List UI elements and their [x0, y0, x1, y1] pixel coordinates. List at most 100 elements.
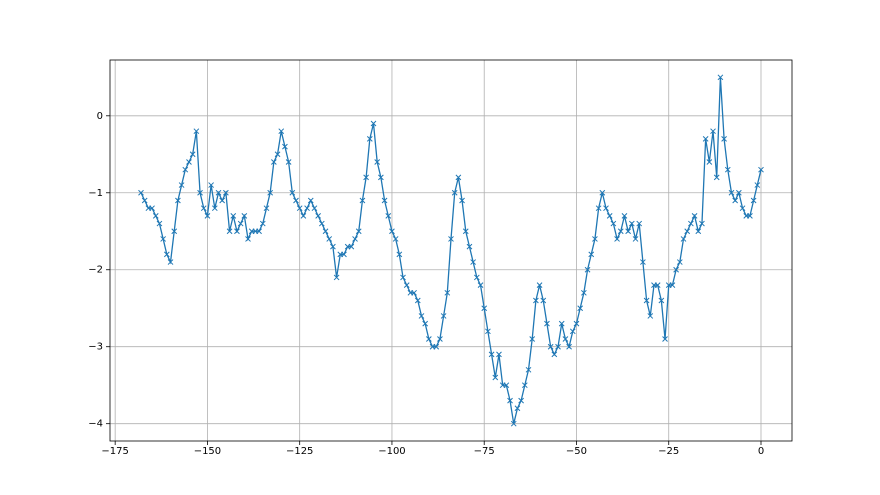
data-marker [389, 228, 395, 235]
data-marker [496, 351, 502, 358]
data-marker [381, 197, 388, 204]
data-marker [163, 251, 170, 258]
y-tick-label: −3 [88, 342, 103, 353]
data-marker [525, 366, 532, 373]
data-marker [710, 128, 716, 135]
data-marker [186, 159, 192, 165]
data-marker [555, 343, 561, 350]
data-marker [330, 243, 336, 250]
data-marker [614, 236, 620, 242]
data-marker [640, 259, 646, 265]
data-marker [632, 236, 639, 242]
x-tick-label: −100 [378, 446, 405, 457]
data-marker [636, 220, 643, 227]
y-tick-label: 0 [97, 111, 103, 122]
data-marker [488, 351, 495, 358]
data-marker [628, 220, 635, 227]
data-marker [459, 197, 465, 204]
data-marker [477, 282, 484, 288]
data-marker [492, 374, 499, 381]
data-marker [451, 189, 458, 196]
data-marker [533, 297, 539, 304]
data-marker [625, 228, 631, 235]
data-marker [691, 213, 698, 219]
data-marker [208, 182, 214, 188]
data-marker [680, 236, 687, 242]
x-tick-label: −150 [194, 446, 221, 457]
data-marker [610, 220, 617, 227]
data-marker [293, 197, 299, 204]
data-marker [374, 159, 381, 165]
data-marker [296, 205, 303, 212]
data-marker [510, 420, 517, 427]
data-marker [414, 297, 421, 304]
data-marker [758, 166, 764, 173]
x-tick-label: −50 [566, 446, 587, 457]
data-marker [684, 228, 691, 235]
data-marker [695, 228, 702, 235]
data-marker [440, 313, 447, 319]
data-marker [141, 197, 148, 204]
data-marker [577, 305, 584, 312]
data-marker [278, 128, 285, 135]
data-marker [366, 136, 373, 142]
data-marker [540, 297, 547, 304]
data-marker [747, 213, 753, 219]
data-marker [713, 174, 720, 181]
data-marker [721, 136, 727, 142]
data-marker [473, 274, 480, 281]
data-marker [569, 328, 576, 335]
data-marker [462, 228, 469, 235]
data-marker [422, 320, 429, 327]
data-marker [167, 259, 174, 265]
data-marker [654, 282, 661, 288]
data-marker [732, 197, 739, 204]
data-marker [289, 189, 296, 196]
data-marker [223, 189, 229, 196]
data-marker [573, 320, 580, 327]
data-marker [455, 174, 462, 181]
data-marker [688, 220, 694, 227]
data-marker [241, 213, 248, 219]
data-marker [418, 313, 425, 319]
data-marker [160, 236, 166, 242]
data-marker [437, 336, 443, 342]
data-marker [341, 251, 347, 258]
data-marker [282, 143, 288, 150]
data-marker [724, 166, 731, 173]
data-marker [592, 236, 598, 242]
data-marker [370, 120, 377, 127]
data-marker [470, 259, 476, 265]
data-marker [518, 397, 524, 404]
data-marker [315, 213, 321, 219]
data-marker [503, 382, 510, 389]
data-marker [595, 205, 602, 212]
data-marker [318, 220, 325, 227]
data-marker [307, 197, 314, 204]
data-marker [403, 282, 410, 288]
data-marker [359, 197, 366, 204]
data-marker [754, 182, 761, 188]
data-marker [581, 289, 587, 296]
data-marker [200, 205, 207, 212]
data-marker [385, 213, 392, 219]
data-marker [699, 220, 705, 227]
data-marker [149, 205, 155, 212]
data-marker [673, 266, 679, 273]
data-marker [197, 189, 203, 196]
data-marker [606, 213, 613, 219]
data-marker [717, 74, 724, 81]
data-marker [226, 228, 233, 235]
data-marker [245, 236, 251, 242]
data-marker [647, 313, 654, 319]
data-marker [514, 405, 521, 412]
data-marker [234, 228, 240, 235]
data-marker [599, 189, 606, 196]
data-marker [304, 205, 310, 212]
data-marker [263, 205, 270, 212]
data-marker [271, 159, 277, 165]
data-marker [274, 151, 281, 158]
data-marker [204, 213, 211, 219]
data-marker [588, 251, 595, 258]
